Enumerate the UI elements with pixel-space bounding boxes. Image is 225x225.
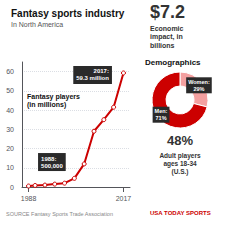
svg-text:Fantasy sports industry: Fantasy sports industry — [11, 8, 125, 19]
svg-text:60: 60 — [6, 68, 14, 75]
svg-text:20: 20 — [6, 145, 14, 152]
svg-text:1988: 1988 — [21, 195, 37, 202]
svg-text:29%: 29% — [193, 86, 204, 92]
svg-text:(in millions): (in millions) — [27, 101, 66, 109]
svg-text:USA TODAY SPORTS: USA TODAY SPORTS — [150, 210, 211, 216]
svg-text:Economic: Economic — [150, 25, 184, 32]
svg-text:0: 0 — [10, 184, 14, 191]
svg-text:$7.2: $7.2 — [150, 2, 185, 22]
svg-text:1988:: 1988: — [41, 156, 56, 162]
svg-text:10: 10 — [6, 164, 14, 171]
svg-text:(U.S.): (U.S.) — [172, 168, 189, 176]
svg-text:Women:: Women: — [188, 79, 210, 85]
svg-text:30: 30 — [6, 126, 14, 133]
svg-text:In North America: In North America — [11, 21, 63, 28]
svg-text:Men:: Men: — [155, 108, 168, 114]
svg-text:59.3 million: 59.3 million — [76, 75, 109, 81]
svg-text:Demographics: Demographics — [145, 58, 201, 67]
svg-text:500,000: 500,000 — [41, 163, 63, 169]
svg-text:Adult players: Adult players — [159, 152, 201, 160]
svg-text:40: 40 — [6, 107, 14, 114]
svg-text:71%: 71% — [156, 115, 167, 121]
svg-text:50: 50 — [6, 87, 14, 94]
svg-text:SOURCE Fantasy Sports Trade As: SOURCE Fantasy Sports Trade Association — [6, 211, 113, 217]
svg-text:Fantasy players: Fantasy players — [27, 93, 80, 101]
svg-text:2017: 2017 — [116, 195, 132, 202]
svg-text:impact, in: impact, in — [150, 33, 183, 41]
svg-text:48%: 48% — [167, 133, 193, 148]
svg-text:2017:: 2017: — [94, 68, 109, 74]
svg-text:ages 18-34: ages 18-34 — [163, 160, 197, 168]
svg-text:billions: billions — [150, 42, 175, 49]
